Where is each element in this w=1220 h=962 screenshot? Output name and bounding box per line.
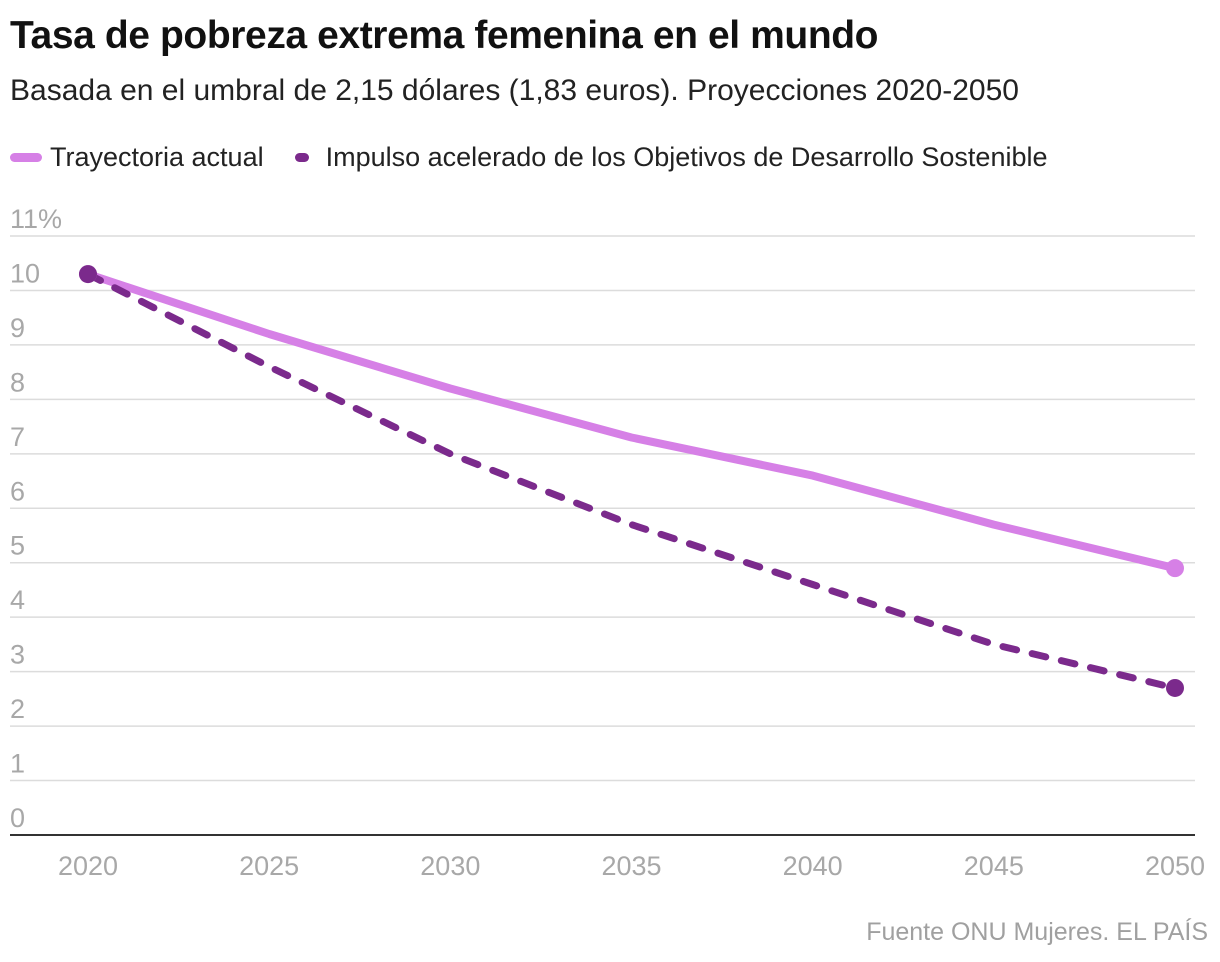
x-tick-label: 2030 [420,851,480,881]
legend-item-current: Trayectoria actual [10,142,264,173]
x-tick-label: 2050 [1145,851,1205,881]
y-tick-label: 1 [10,749,25,779]
x-tick-label: 2020 [58,851,118,881]
series-point-end-accelerated [1166,678,1184,697]
x-tick-label: 2025 [239,851,299,881]
y-tick-label: 6 [10,476,25,506]
y-tick-label: 3 [10,640,25,670]
grid-layer [10,235,1195,836]
series-line-current [84,270,1179,573]
x-tick-label: 2045 [964,851,1024,881]
y-tick-label: 7 [10,422,25,452]
source-note: Fuente ONU Mujeres. EL PAÍS [866,918,1208,946]
y-tick-label: 0 [10,803,25,833]
chart-subtitle: Basada en el umbral de 2,15 dólares (1,8… [10,74,1019,107]
chart-title: Tasa de pobreza extrema femenina en el m… [10,14,879,57]
series-layer [79,265,1184,697]
legend-item-accelerated: Impulso acelerado de los Objetivos de De… [286,142,1048,173]
y-axis-ticks: 0 1 2 3 4 5 6 7 8 9 10 11% [10,204,62,833]
legend-swatch-solid [10,153,42,162]
x-tick-label: 2035 [601,851,661,881]
y-tick-label: 8 [10,367,25,397]
y-tick-label: 10 [10,258,40,288]
line-chart: 0 1 2 3 4 5 6 7 8 9 10 11% 2020 2025 2030 2035 2040 2045… [10,204,1205,881]
legend-swatch-dashed [286,153,318,162]
x-tick-label: 2040 [783,851,843,881]
legend-label-accelerated: Impulso acelerado de los Objetivos de De… [325,142,1048,172]
y-tick-label: 9 [10,313,25,343]
legend-label-current: Trayectoria actual [50,142,264,172]
y-tick-label: 4 [10,585,25,615]
y-tick-label: 5 [10,531,25,561]
x-axis-ticks: 2020 2025 2030 2035 2040 2045 2050 [58,851,1205,881]
series-line-accelerated [84,270,1179,692]
y-tick-label: 11% [10,204,62,234]
series-point-end-current [1166,559,1184,578]
legend: Trayectoria actual Impulso acelerado de … [10,142,1070,173]
series-point-start-accelerated [79,265,97,284]
y-tick-label: 2 [10,694,25,724]
